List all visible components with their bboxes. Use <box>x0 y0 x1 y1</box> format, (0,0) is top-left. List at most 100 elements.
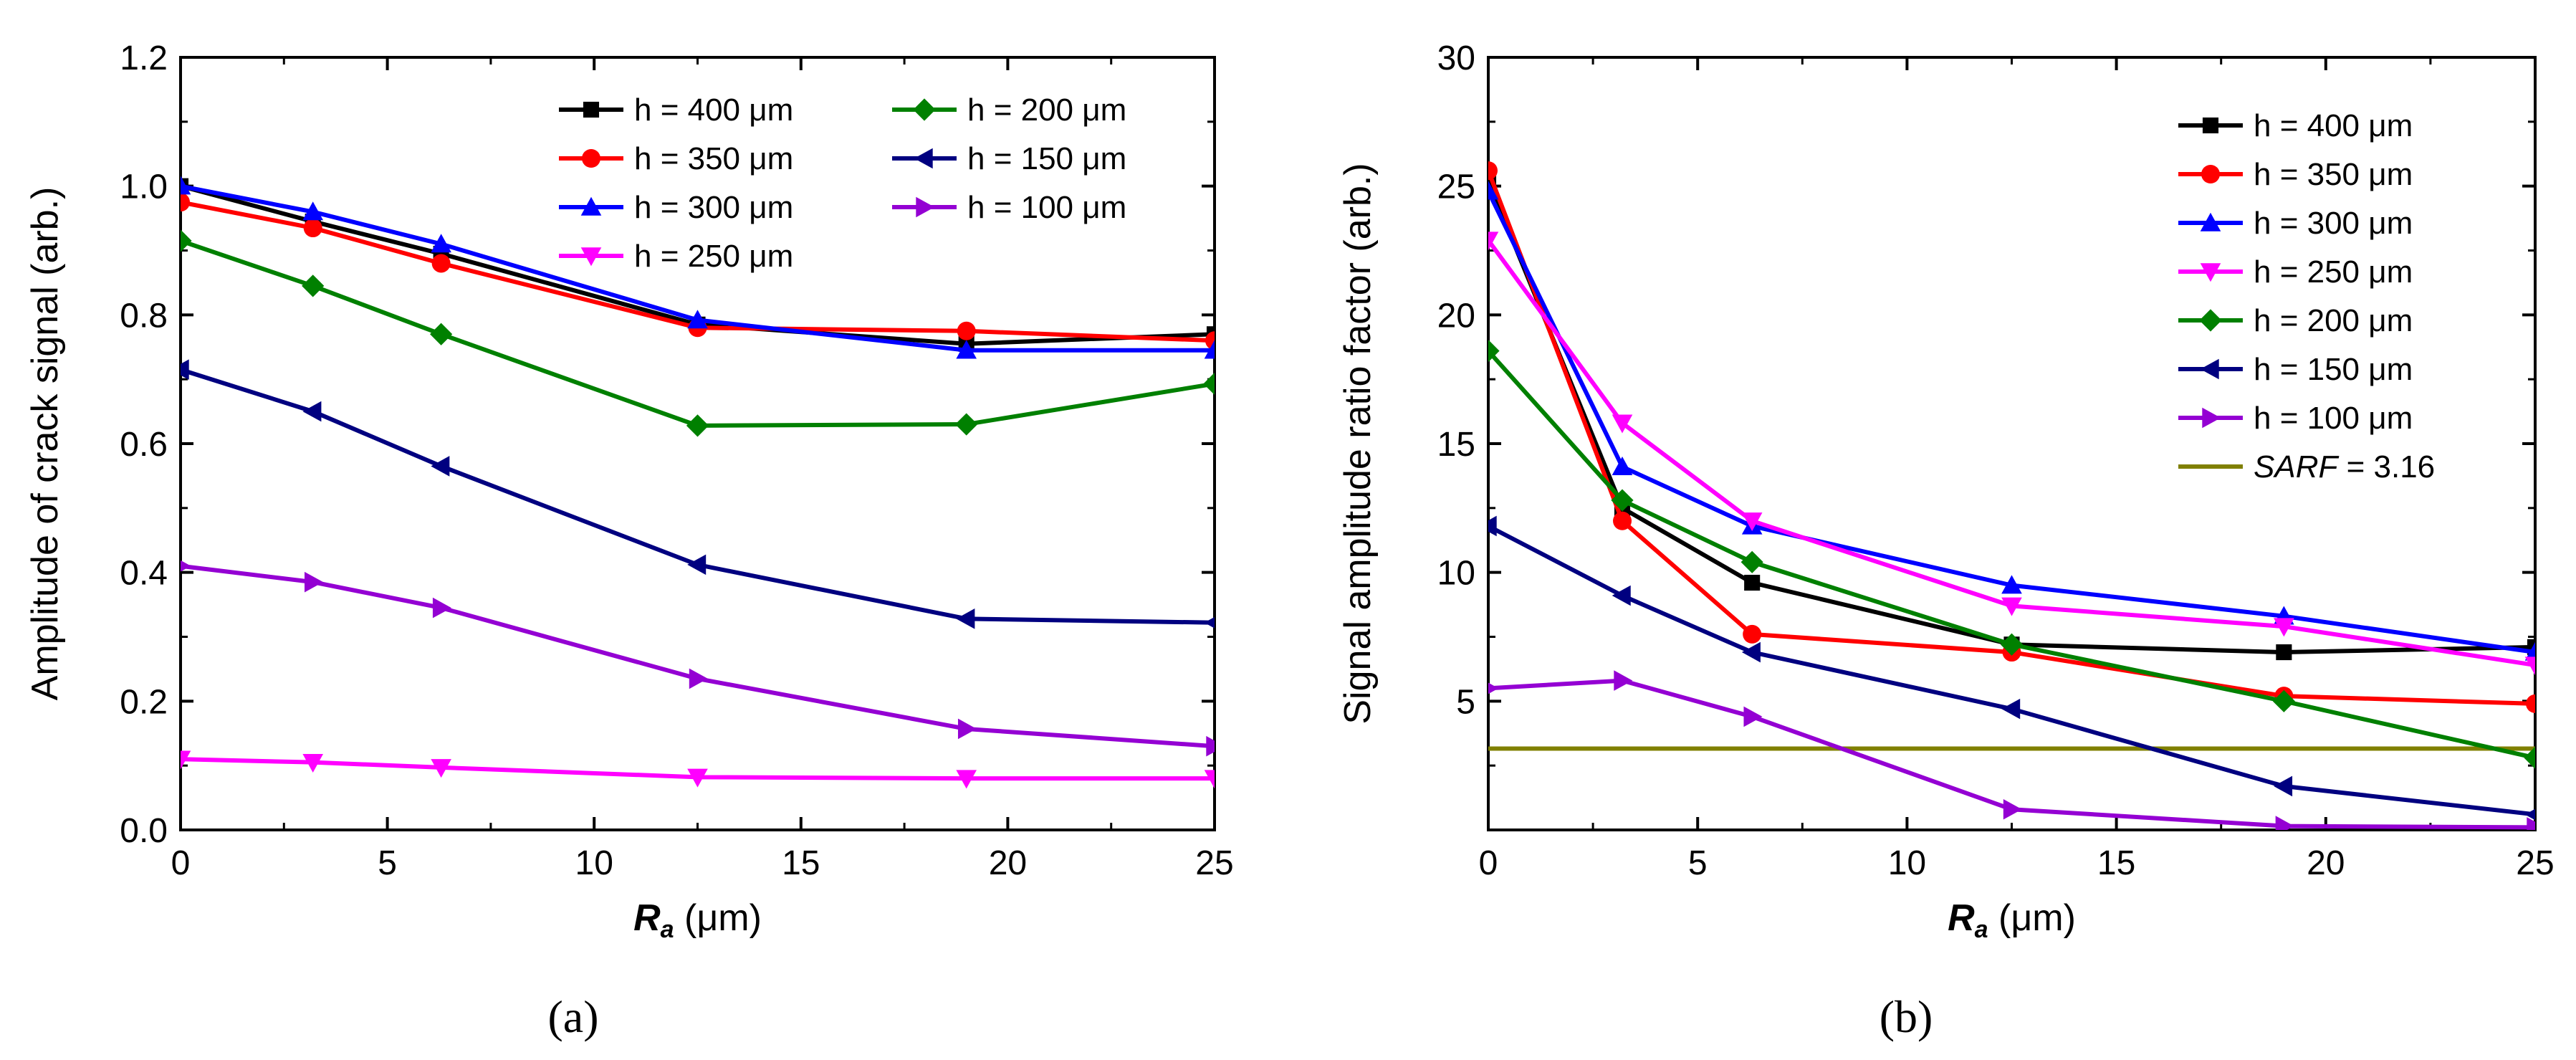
chart-panel-b: 0 5 10 15 20 25 5 10 15 20 25 30 Ra (μm) Signal ampli… <box>1337 39 2555 1042</box>
x-axis-label: Ra (μm) <box>633 897 762 943</box>
series-250um <box>181 750 1215 789</box>
data-point <box>1488 682 1499 694</box>
data-point <box>302 201 324 221</box>
series-100um <box>181 560 1215 757</box>
legend-label: h = 200 μm <box>967 92 1126 128</box>
legend-label: h = 150 μm <box>967 141 1126 176</box>
data-point <box>1612 585 1631 606</box>
data-point <box>2276 644 2292 661</box>
data-point <box>1488 231 1499 251</box>
data-point <box>957 718 977 740</box>
legend-item: h = 350 μm <box>559 141 793 176</box>
data-point <box>181 750 191 770</box>
x-axis-label-symbol: R <box>633 897 661 939</box>
data-point <box>181 193 190 212</box>
legend-item: h = 350 μm <box>2178 157 2413 192</box>
series-line <box>1488 190 2535 655</box>
legend-label: h = 350 μm <box>2254 157 2413 192</box>
legend-swatch-marker <box>580 196 602 216</box>
y-tick-label: 0.8 <box>120 297 168 335</box>
series-200um <box>1488 340 2535 769</box>
data-point <box>2001 575 2022 594</box>
series-300um <box>181 176 1215 359</box>
series-200um <box>181 229 1215 437</box>
x-tick-label: 0 <box>171 844 191 882</box>
legend-item: h = 200 μm <box>892 92 1126 128</box>
y-tick-label: 25 <box>1437 168 1475 206</box>
data-point <box>302 401 322 422</box>
panel-label: (a) <box>547 991 598 1042</box>
legend-label-rest: = 3.16 <box>2337 449 2435 484</box>
data-point <box>2001 597 2022 616</box>
legend-swatch-marker <box>2202 407 2221 429</box>
data-point <box>2524 656 2535 676</box>
x-tick-label: 15 <box>782 844 820 882</box>
legend-label: h = 100 μm <box>2254 401 2413 436</box>
y-axis-label: Amplitude of crack signal (arb.) <box>24 187 66 701</box>
data-point <box>687 768 708 788</box>
data-point <box>302 274 325 297</box>
y-tick-label: 0.2 <box>120 683 168 721</box>
series-250um <box>1488 231 2535 676</box>
series-line <box>181 183 1215 346</box>
legend: h = 400 μm h = 350 μm h = 300 μm h = 250 μm… <box>2178 108 2435 484</box>
series-line <box>1488 170 2535 706</box>
legend-label: h = 300 μm <box>634 190 793 225</box>
legend-item: h = 100 μm <box>892 190 1126 225</box>
data-point <box>1741 641 1761 663</box>
data-point <box>1744 574 1761 591</box>
data-point <box>2527 817 2535 830</box>
y-tick-label: 15 <box>1437 426 1475 464</box>
data-point <box>1204 340 1215 359</box>
x-axis-label-subscript: a <box>661 916 674 943</box>
x-axis-label-symbol: R <box>1948 897 1975 939</box>
data-point <box>1488 161 1498 181</box>
data-point <box>956 608 975 629</box>
data-point <box>431 234 451 253</box>
legend-label-italic: SARF <box>2254 449 2339 484</box>
data-point <box>2524 746 2535 769</box>
y-tick-label: 1.0 <box>120 168 168 206</box>
legend-swatch-marker <box>2201 165 2220 183</box>
legend-label: SARF = 3.16 <box>2254 449 2435 484</box>
legend-label: h = 400 μm <box>2254 108 2413 143</box>
data-point <box>1488 181 1499 200</box>
data-point <box>430 323 453 345</box>
plot-area <box>181 176 1215 789</box>
legend-swatch-marker <box>583 101 600 118</box>
data-point <box>1611 489 1634 512</box>
data-point <box>687 310 708 329</box>
legend-label: h = 400 μm <box>634 92 793 128</box>
x-axis-label-subscript: a <box>1975 916 1988 943</box>
series-150um <box>1488 515 2535 821</box>
legend-item: h = 300 μm <box>559 190 793 225</box>
legend-swatch-marker <box>913 98 936 121</box>
series-line <box>1488 678 2535 830</box>
legend-swatch-marker <box>2202 117 2219 134</box>
data-point <box>2272 689 2295 712</box>
data-point <box>955 413 978 436</box>
chart-panel-a: 0 5 10 15 20 25 0.0 0.2 0.4 0.6 0.8 1.0 1.2 Ra (μm) Am… <box>24 39 1234 1042</box>
x-tick-label: 15 <box>2097 844 2135 882</box>
legend-label: h = 250 μm <box>634 239 793 274</box>
legend-swatch-marker <box>2200 212 2221 231</box>
series-line <box>1488 239 2535 667</box>
series-line <box>181 757 1215 781</box>
series-line <box>1488 180 2535 655</box>
data-point <box>1741 512 1763 532</box>
x-axis-label: Ra (μm) <box>1948 897 2076 943</box>
data-point <box>2000 633 2024 656</box>
data-point <box>1488 515 1497 537</box>
legend-item: h = 150 μm <box>892 141 1126 176</box>
data-point <box>1203 372 1215 396</box>
y-tick-label: 0.4 <box>120 555 168 593</box>
legend-label: h = 300 μm <box>2254 206 2413 241</box>
legend-item: h = 150 μm <box>2178 352 2413 387</box>
plot-area <box>1488 161 2535 830</box>
legend-swatch-marker <box>2199 309 2222 332</box>
x-tick-label: 0 <box>1479 844 1498 882</box>
y-tick-label: 5 <box>1456 683 1475 721</box>
y-tick-label: 30 <box>1437 39 1475 77</box>
series-line <box>181 183 1215 353</box>
legend-item: SARF = 3.16 <box>2178 449 2435 484</box>
